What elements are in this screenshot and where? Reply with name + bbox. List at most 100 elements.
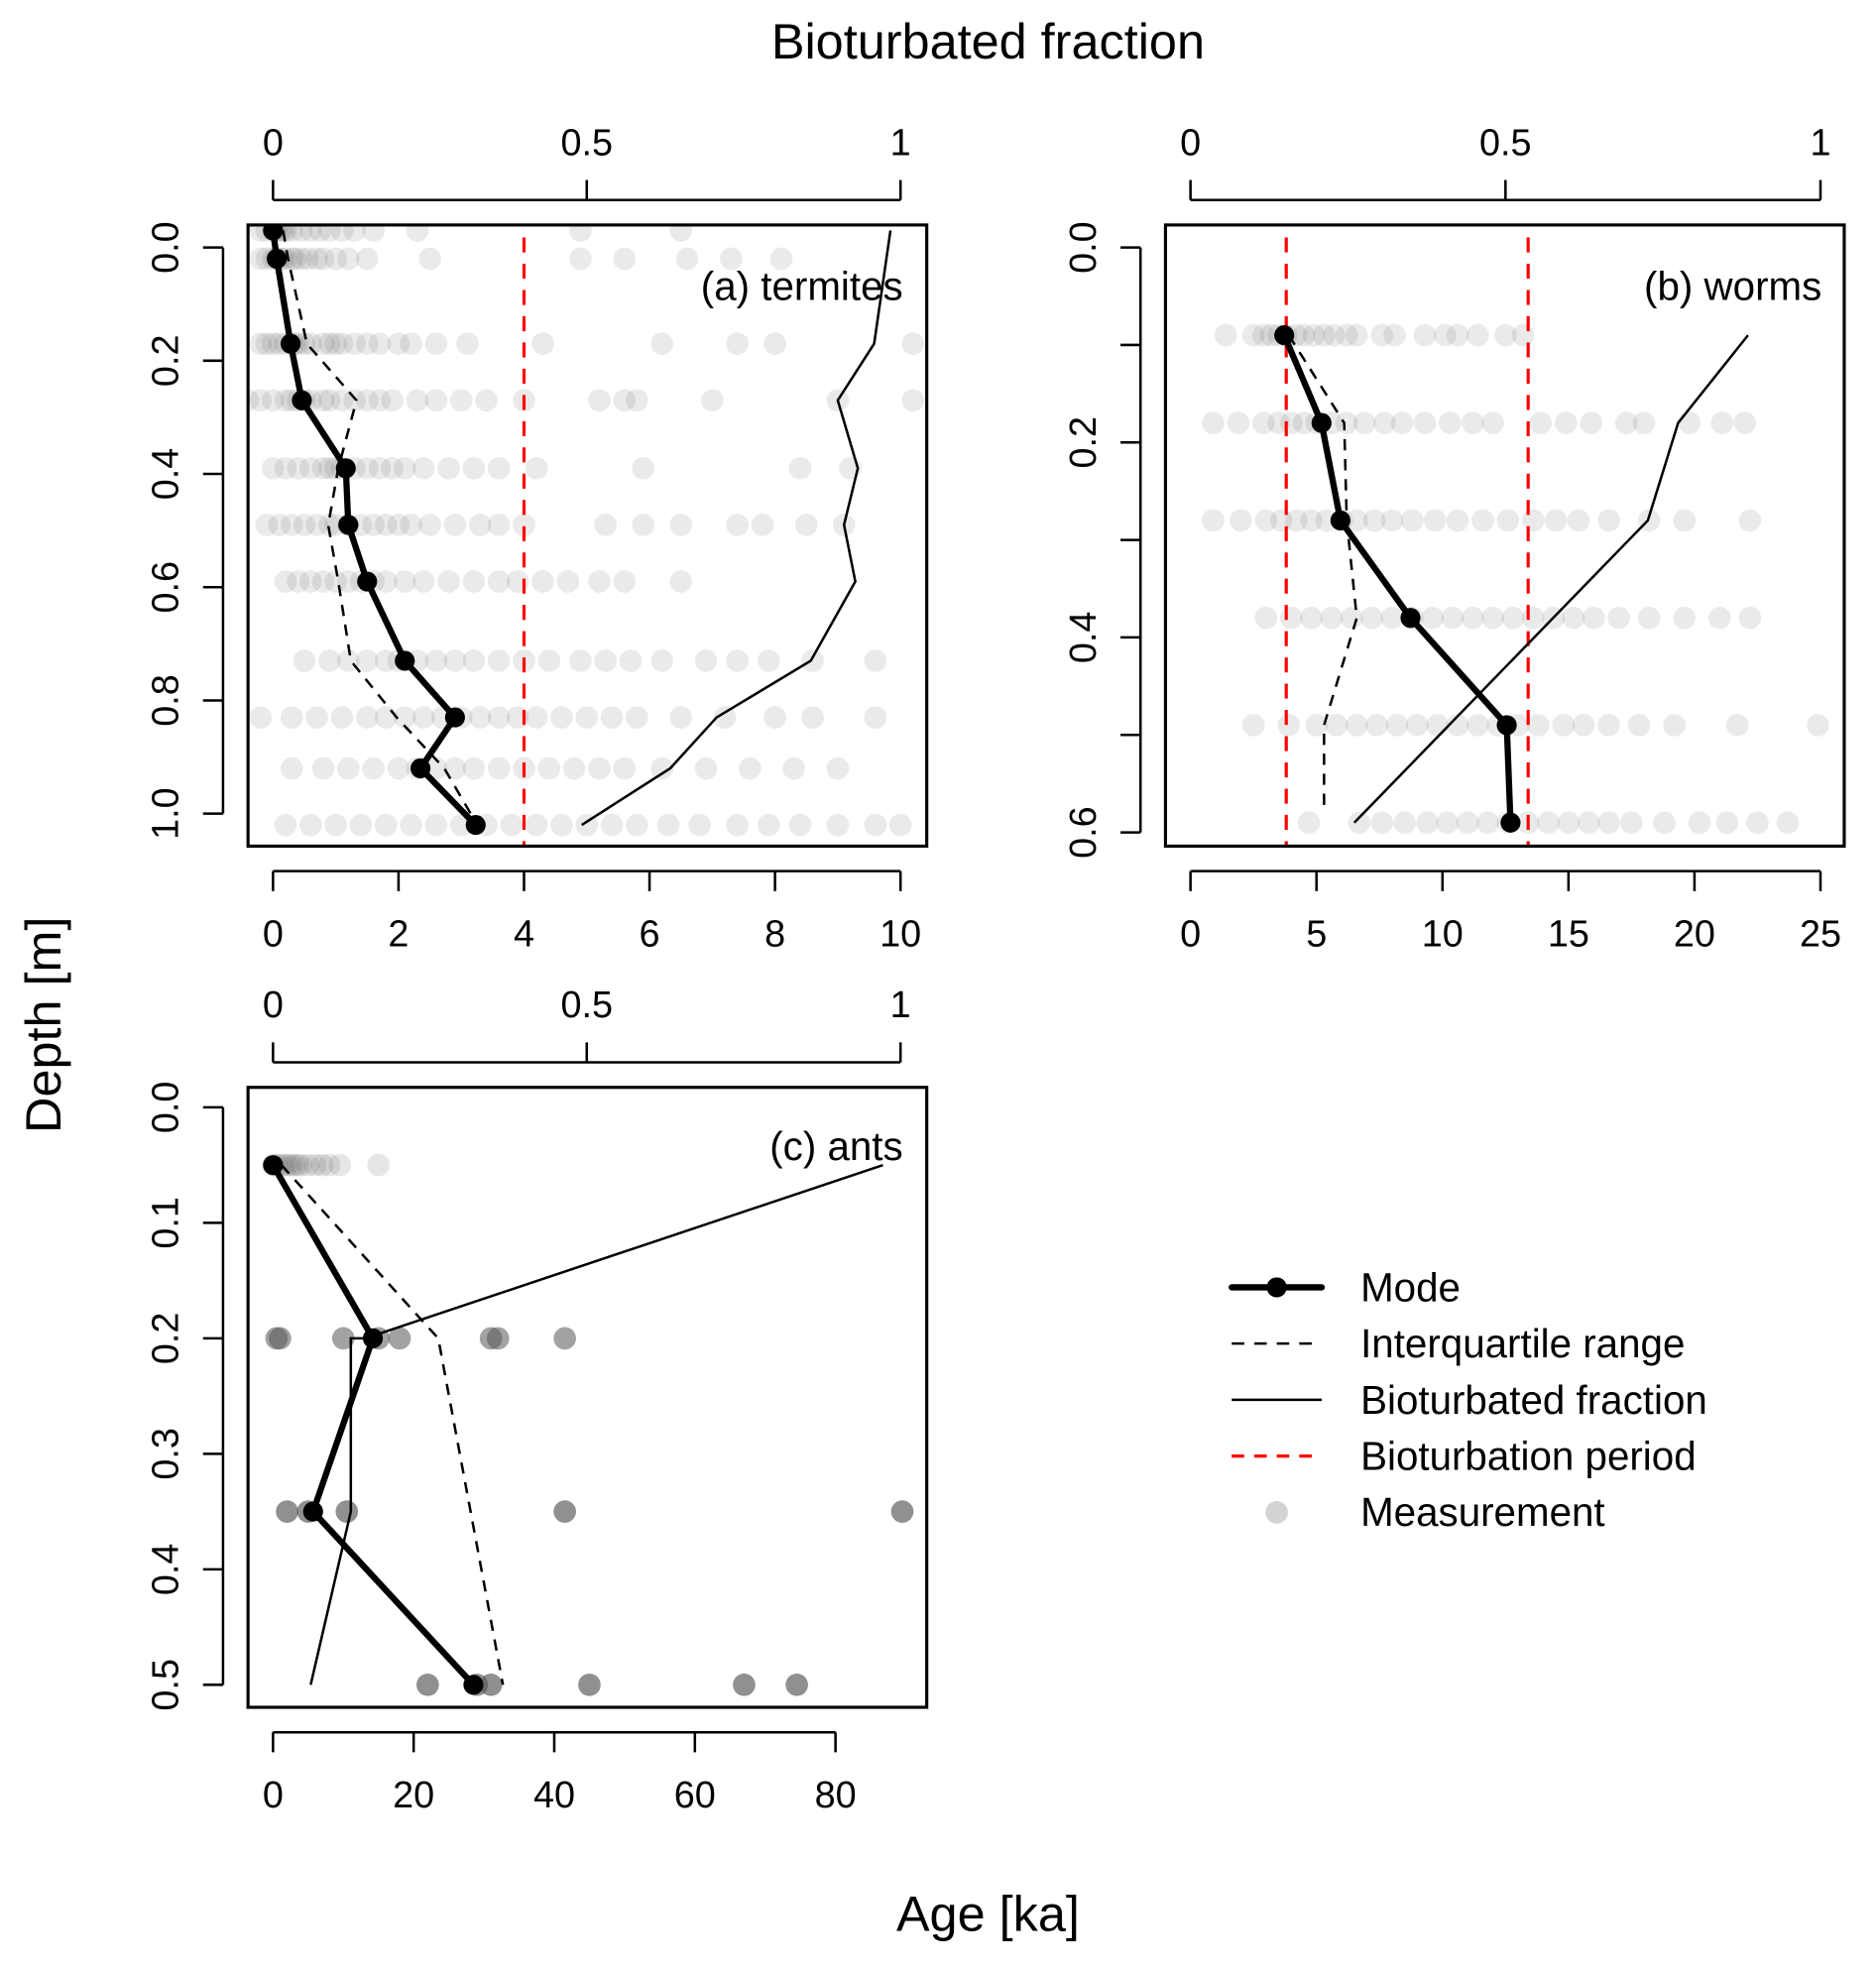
measurement-point [1227,411,1250,434]
measurement-point [411,456,435,480]
x-tick-label: 5 [1306,913,1327,955]
measurement-point [801,706,824,729]
measurement-point [1320,606,1344,630]
measurement-point [381,456,404,480]
mode-point [1311,412,1332,433]
measurement-point [1393,811,1417,835]
y-tick-label: 0.4 [146,1544,187,1596]
measurement-point [1746,811,1769,835]
measurement-point [1279,606,1303,630]
measurement-point [298,570,322,593]
measurement-point [388,1327,411,1350]
measurement-point [362,224,385,242]
measurement-point [1673,509,1697,532]
measurement-point [726,649,749,672]
measurement-point [1277,714,1301,737]
measurement-point [1439,411,1462,434]
measurement-point [1511,323,1535,347]
interquartile-range-line [282,230,472,815]
measurement-point [286,1153,309,1177]
measurement-point [274,389,297,412]
measurement-point [788,813,812,837]
measurement-point [1725,714,1749,737]
measurement-point [387,756,410,780]
measurement-point [1614,411,1638,434]
plot-frame [1163,223,1846,849]
y-tick-label: 0.0 [146,1082,187,1134]
measurement-point [1496,509,1520,532]
measurement-point [280,514,303,536]
measurement-point [864,649,887,672]
measurement-point [255,332,279,356]
measurement-point [283,1153,305,1177]
measurement-point [324,813,347,837]
measurement-point [406,389,429,412]
measurement-point [794,514,818,536]
interquartile-range-line [280,1164,505,1685]
measurement-point [569,247,592,271]
measurement-point [1360,606,1383,630]
plot-area-a [248,224,925,847]
measurement-point [1252,323,1275,347]
measurement-point [626,706,648,729]
measurement-point [487,756,511,780]
measurement-point [330,389,354,412]
x-tick-label: 80 [815,1775,857,1816]
measurement-point [613,570,637,593]
measurement-point [475,389,498,412]
x-tick-label: 10 [1422,913,1464,955]
y-tick-label: 0.6 [1063,806,1105,859]
measurement-point [1537,811,1560,835]
measurement-point [1325,714,1348,737]
mode-point [1500,812,1521,833]
top-axis-title: Bioturbated fraction [771,13,1205,69]
measurement-point [336,247,360,271]
measurement-point [424,756,448,780]
measurement-point [295,247,319,271]
measurement-point [669,224,693,242]
plot-area-c [262,1153,914,1696]
measurement-point [311,756,335,780]
measurement-point [330,332,354,356]
measurement-point [669,706,693,729]
measurement-point [788,456,812,480]
measurement-point [311,247,335,271]
measurement-point [293,649,316,672]
measurement-point [298,224,322,242]
legend-label: Interquartile range [1360,1321,1685,1366]
measurement-point [1372,411,1396,434]
measurement-point [1572,714,1595,737]
measurement-point [368,332,392,356]
measurement-point [249,389,273,412]
measurement-point [826,756,850,780]
x-tick-label: 0 [263,1775,284,1816]
y-tick-label: 0.4 [146,448,187,501]
measurement-point [1346,509,1368,532]
measurement-point [355,706,379,729]
measurement-point [324,332,347,356]
measurement-point [274,456,297,480]
measurement-point [890,1500,914,1523]
measurement-point [362,756,385,780]
measurement-point [274,570,297,593]
measurement-point [506,570,529,593]
measurement-point [864,813,887,837]
mode-point [338,515,359,535]
measurement-point [1627,714,1651,737]
measurement-point [600,813,624,837]
measurement-point [311,456,335,480]
mode-point [1400,608,1421,629]
measurement-point [1416,811,1439,835]
measurement-point [317,224,341,242]
legend-label: Bioturbated fraction [1360,1377,1707,1423]
measurement-point [550,813,573,837]
measurement-point [406,224,429,242]
measurement-point [1544,509,1568,532]
measurement-point [785,1673,808,1696]
legend-item-mode: Mode [1229,1264,1461,1310]
measurement-point [462,649,486,672]
measurement-point [424,389,448,412]
measurement-point [1300,509,1323,532]
measurement-point [1423,509,1447,532]
x-tick-label: 0 [1180,913,1201,955]
